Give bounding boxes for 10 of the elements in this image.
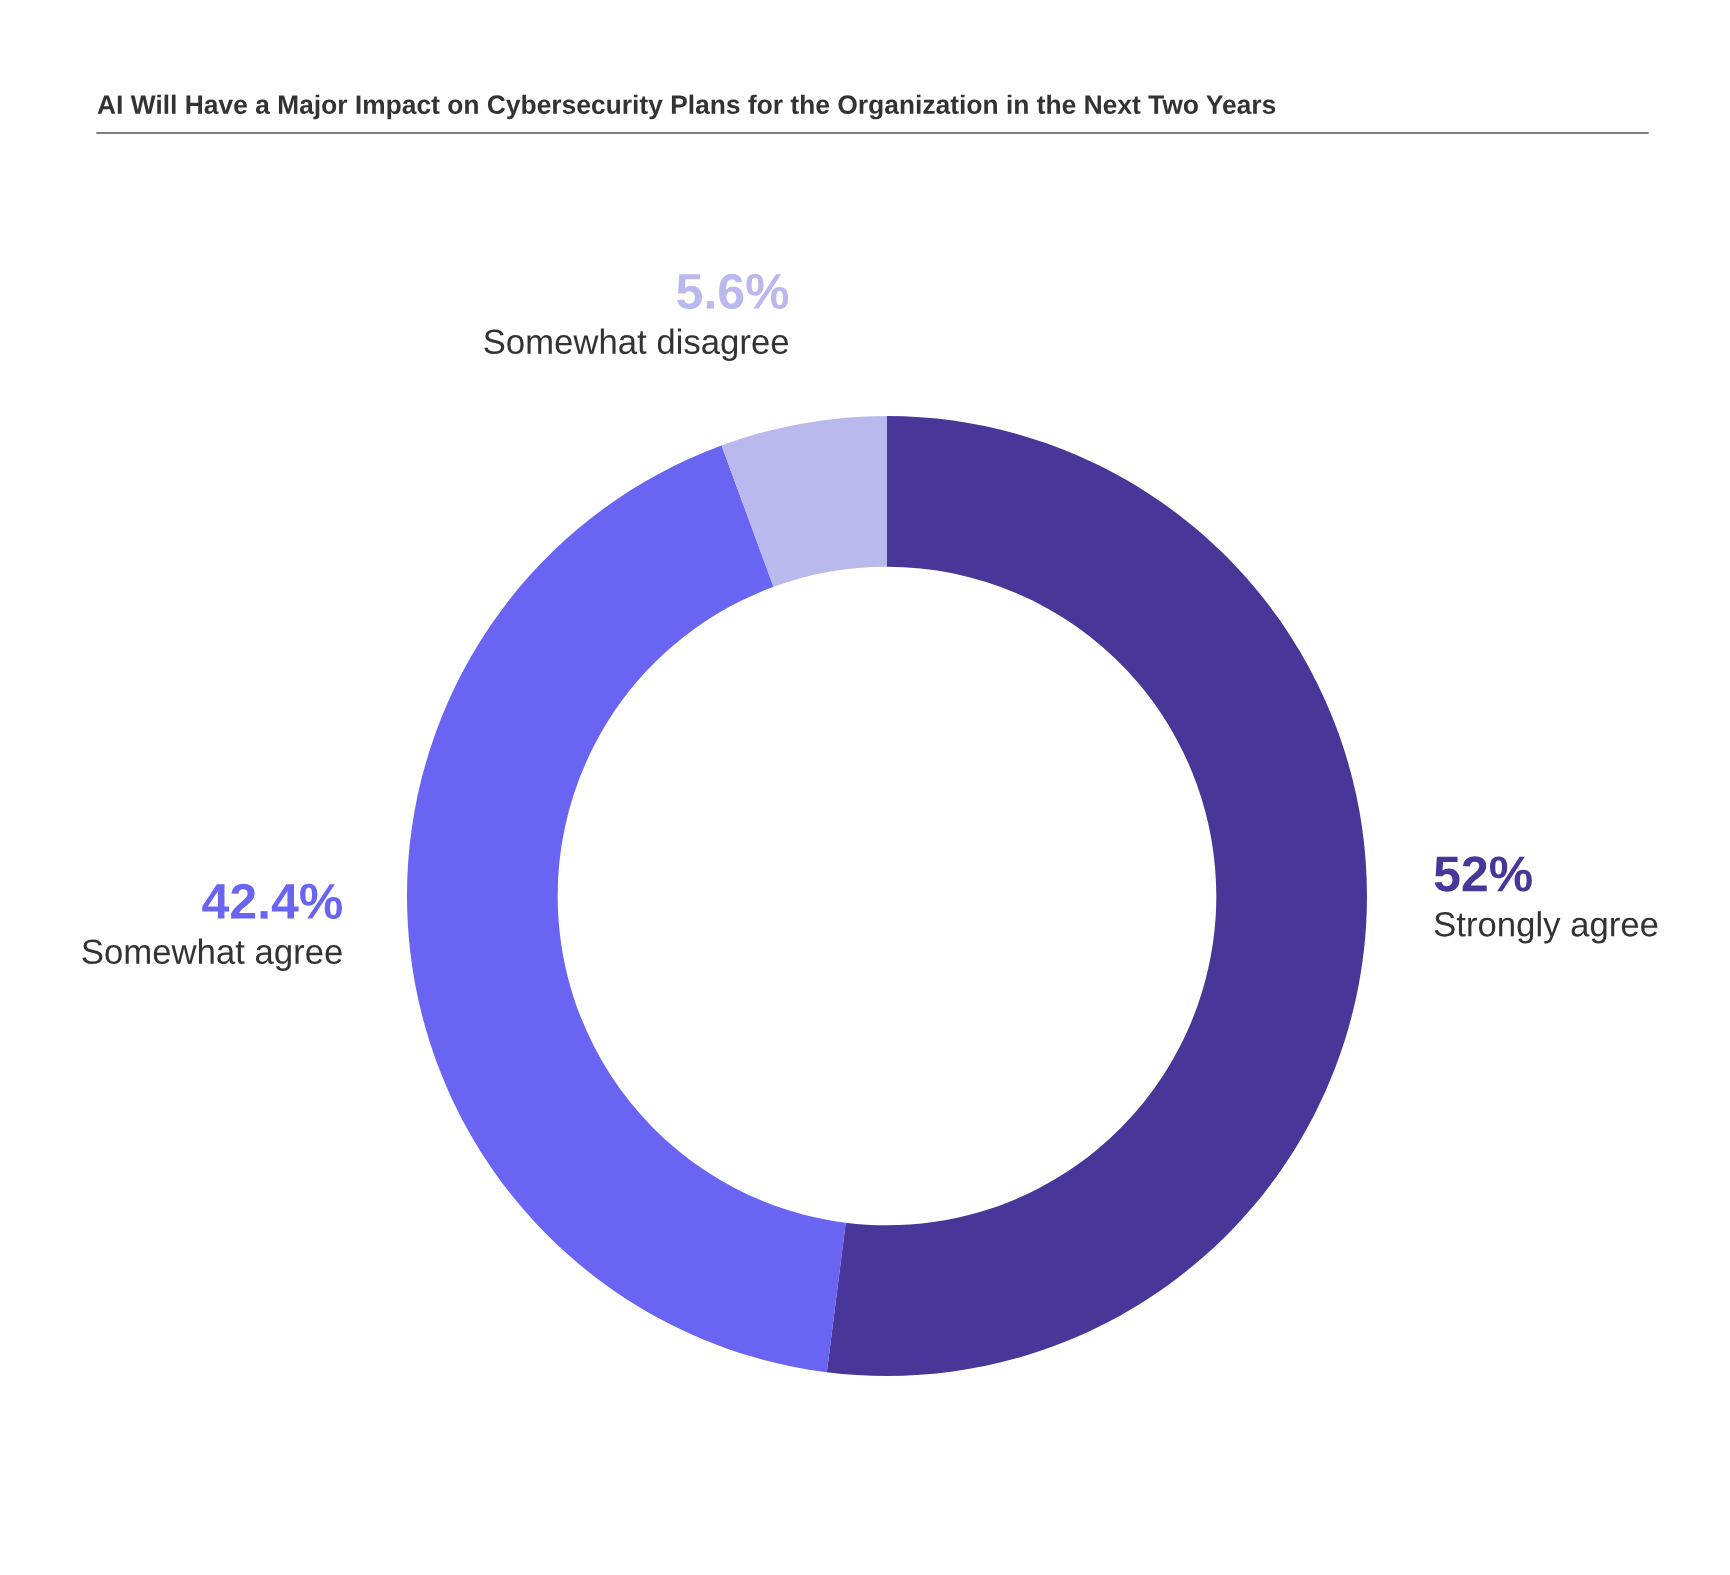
slice-label: Strongly agree: [1434, 911, 1658, 944]
data-label: 52%: [1434, 856, 1532, 892]
donut-slice: [826, 416, 1367, 1376]
slice-label: Somewhat agree: [82, 938, 342, 971]
chart-title: AI Will Have a Major Impact on Cybersecurity Plans for the Organization in the Next Two Years: [97, 94, 1276, 120]
slice-label: Somewhat disagree: [484, 328, 789, 361]
donut-slice: [721, 416, 887, 587]
data-label: 42.4%: [202, 883, 342, 919]
data-label: 5.6%: [677, 273, 789, 310]
donut-slice: [407, 445, 846, 1373]
